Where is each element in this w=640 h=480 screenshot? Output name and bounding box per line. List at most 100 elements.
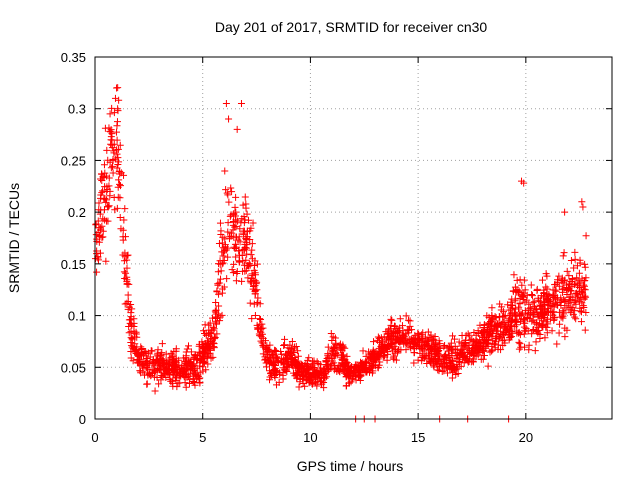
data-point	[538, 320, 546, 328]
data-point	[427, 354, 435, 362]
data-point	[449, 357, 457, 365]
data-point	[227, 184, 235, 192]
y-tick-label: 0.3	[68, 102, 86, 117]
data-point	[388, 316, 396, 324]
data-point	[531, 305, 539, 313]
data-point	[427, 331, 435, 339]
data-point	[93, 235, 101, 243]
data-point	[137, 369, 145, 377]
data-point	[159, 372, 167, 380]
data-point	[142, 350, 150, 358]
data-point	[446, 344, 454, 352]
data-point	[249, 285, 257, 293]
data-point	[390, 355, 398, 363]
data-point	[281, 351, 289, 359]
data-point	[239, 201, 247, 209]
data-point	[225, 235, 233, 243]
data-point	[216, 260, 224, 268]
data-point	[233, 125, 241, 133]
data-point	[123, 252, 131, 260]
data-point	[242, 204, 250, 212]
data-point	[305, 354, 313, 362]
data-point	[105, 202, 113, 210]
data-point	[445, 353, 453, 361]
data-point	[217, 227, 225, 235]
data-point	[175, 356, 183, 364]
data-point	[103, 146, 111, 154]
data-point	[156, 356, 164, 364]
data-point	[396, 315, 404, 323]
data-point	[228, 229, 236, 237]
data-point	[243, 250, 251, 258]
data-point	[441, 351, 449, 359]
data-point	[353, 365, 361, 373]
data-point	[153, 373, 161, 381]
data-point	[559, 252, 567, 260]
data-point	[512, 305, 520, 313]
data-point	[145, 360, 153, 368]
plot-border	[94, 56, 613, 420]
data-point	[115, 180, 123, 188]
data-point	[524, 327, 532, 335]
data-point	[162, 350, 170, 358]
data-point	[324, 343, 332, 351]
data-point	[219, 252, 227, 260]
data-point	[173, 383, 181, 391]
data-point	[230, 260, 238, 268]
data-point	[580, 303, 588, 311]
data-point	[124, 291, 132, 299]
data-point	[454, 370, 462, 378]
data-point	[102, 257, 110, 265]
y-tick-label: 0.35	[61, 50, 86, 65]
data-point	[537, 292, 545, 300]
data-point	[514, 289, 522, 297]
data-point	[572, 300, 580, 308]
data-point	[103, 196, 111, 204]
data-point	[184, 366, 192, 374]
data-point	[203, 354, 211, 362]
data-point	[187, 348, 195, 356]
data-point	[238, 215, 246, 223]
data-point	[569, 304, 577, 312]
data-point	[317, 380, 325, 388]
data-point	[581, 292, 589, 300]
data-point	[578, 308, 586, 316]
data-point	[357, 358, 365, 366]
data-point	[134, 359, 142, 367]
data-point	[312, 378, 320, 386]
data-point	[541, 334, 549, 342]
data-point	[109, 169, 117, 177]
data-point	[316, 364, 324, 372]
data-point	[535, 296, 543, 304]
data-point	[571, 248, 579, 256]
data-point	[111, 94, 119, 102]
data-point	[346, 371, 354, 379]
data-point	[386, 325, 394, 333]
data-point	[479, 355, 487, 363]
data-point	[554, 301, 562, 309]
data-point	[107, 126, 115, 134]
data-point	[253, 286, 261, 294]
data-point	[195, 348, 203, 356]
data-point	[207, 354, 215, 362]
data-point	[571, 255, 579, 263]
data-point	[113, 122, 121, 130]
data-point	[93, 268, 101, 276]
data-point	[540, 310, 548, 318]
data-point	[248, 315, 256, 323]
data-point	[276, 370, 284, 378]
data-point	[172, 376, 180, 384]
data-point	[164, 362, 172, 370]
data-point	[516, 299, 524, 307]
data-point	[550, 316, 558, 324]
data-point	[100, 206, 108, 214]
data-point	[223, 275, 231, 283]
data-point	[453, 345, 461, 353]
data-point	[210, 323, 218, 331]
data-point	[479, 329, 487, 337]
data-point	[244, 274, 252, 282]
data-point	[561, 333, 569, 341]
data-point	[121, 233, 129, 241]
data-point	[518, 293, 526, 301]
data-point	[460, 359, 468, 367]
